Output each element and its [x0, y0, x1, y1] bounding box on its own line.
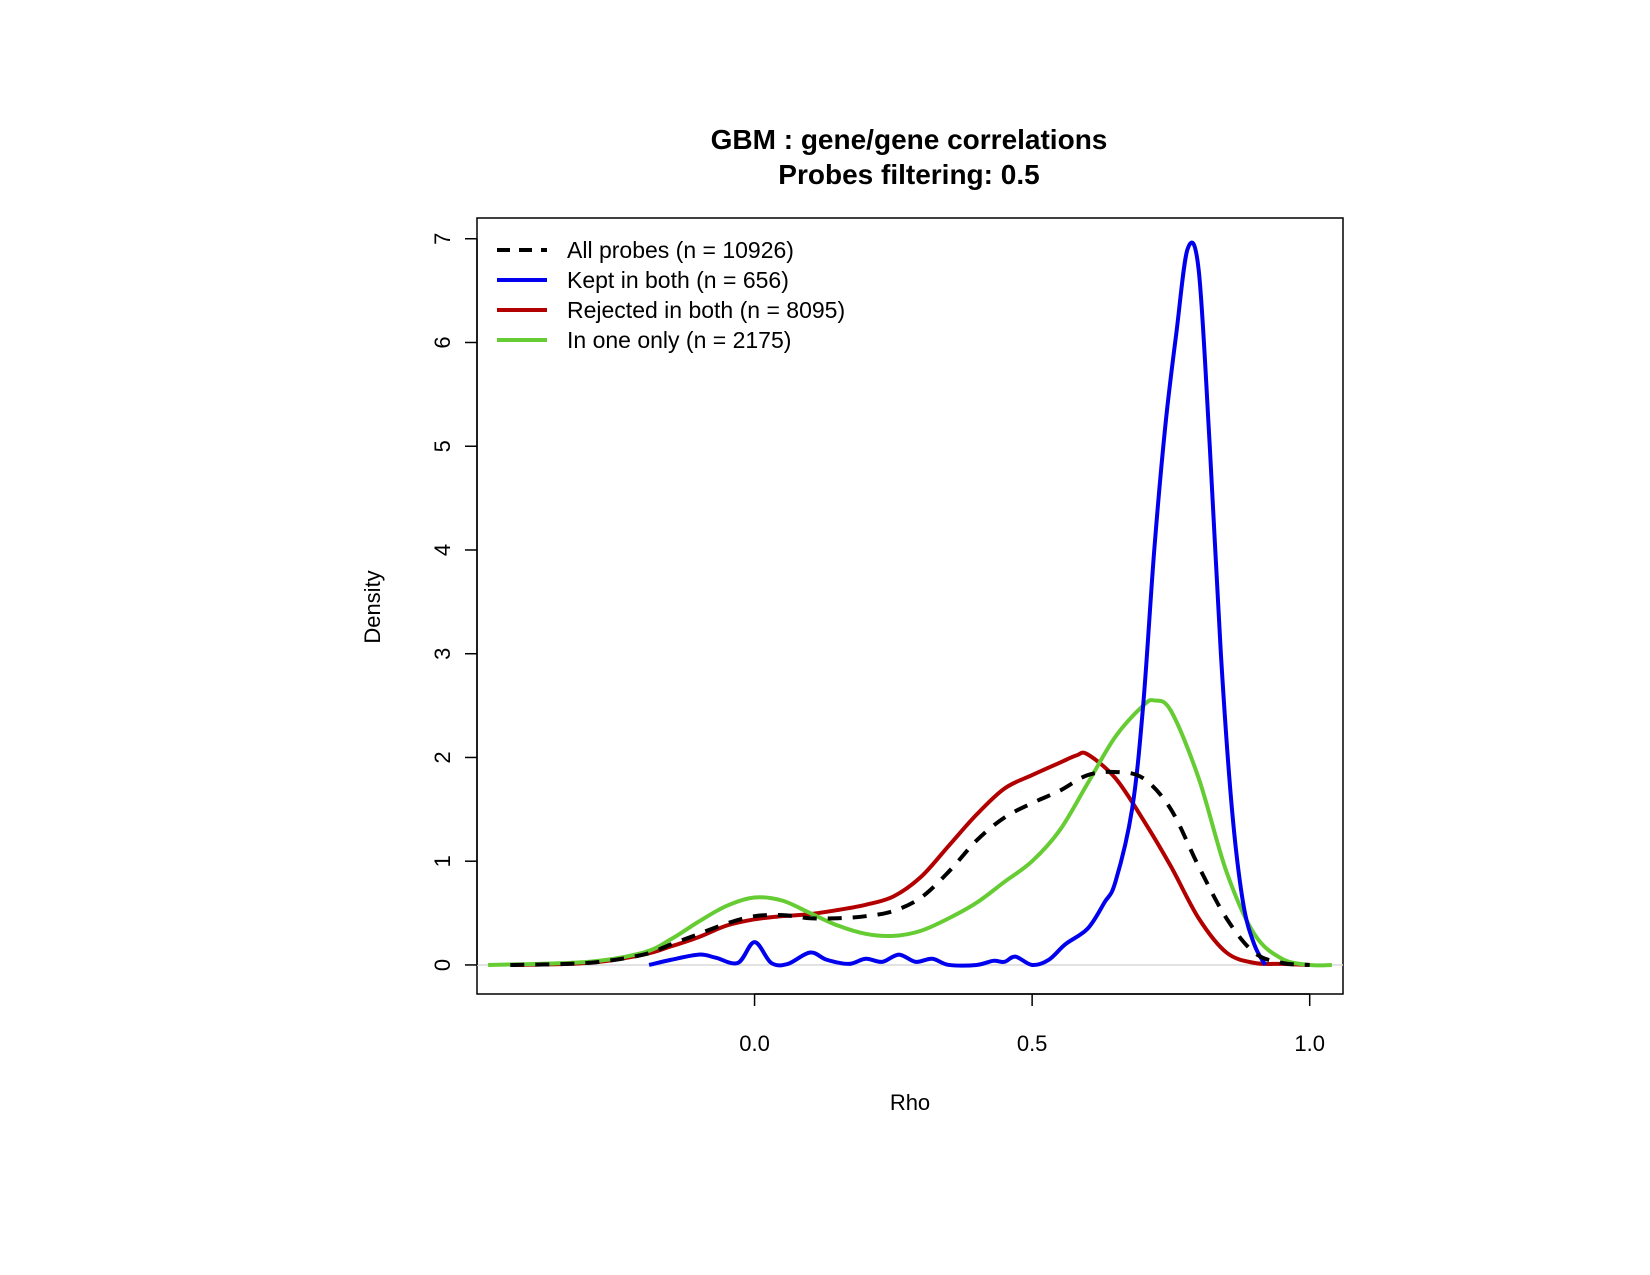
x-tick-label: 0.0 — [739, 1031, 770, 1056]
series-line-1 — [648, 240, 1268, 968]
legend: All probes (n = 10926) Kept in both (n = … — [497, 237, 845, 353]
x-axis: 0.0 0.5 1.0 — [739, 993, 1325, 1056]
y-tick-label: 7 — [430, 233, 455, 245]
y-tick-label: 6 — [430, 336, 455, 348]
y-axis-label: Density — [360, 570, 385, 643]
y-tick-label: 1 — [430, 855, 455, 867]
x-axis-label: Rho — [890, 1090, 930, 1115]
series-line-2 — [510, 750, 1310, 967]
legend-label-2: Rejected in both (n = 8095) — [567, 297, 845, 323]
legend-label-3: In one only (n = 2175) — [567, 327, 791, 353]
y-tick-label: 2 — [430, 751, 455, 763]
x-tick-label: 1.0 — [1294, 1031, 1325, 1056]
y-tick-label: 4 — [430, 544, 455, 556]
series-line-0 — [510, 769, 1310, 967]
y-tick-label: 3 — [430, 648, 455, 660]
series-layer — [488, 240, 1332, 968]
y-tick-label: 0 — [430, 959, 455, 971]
series-line-3 — [488, 698, 1332, 968]
y-tick-label: 5 — [430, 440, 455, 452]
chart-subtitle: Probes filtering: 0.5 — [778, 159, 1039, 190]
legend-label-1: Kept in both (n = 656) — [567, 267, 789, 293]
legend-label-0: All probes (n = 10926) — [567, 237, 794, 263]
y-axis: 0 1 2 3 4 5 6 7 — [430, 233, 478, 971]
x-tick-label: 0.5 — [1017, 1031, 1048, 1056]
chart-title: GBM : gene/gene correlations — [711, 124, 1108, 155]
